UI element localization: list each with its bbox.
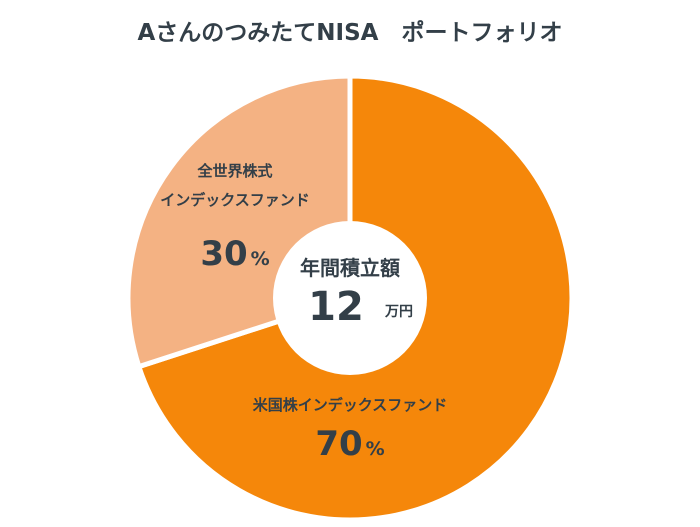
slice-value-0: 70% <box>315 424 384 464</box>
slice-label-1-line-1: インデックスファンド <box>160 191 310 209</box>
chart-title: AさんのつみたてNISA ポートフォリオ <box>138 19 563 46</box>
slice-label-0-line-0: 米国株インデックスファンド <box>253 396 448 414</box>
center-unit: 万円 <box>384 304 413 320</box>
center-value: 12 <box>308 284 364 330</box>
slice-label-1-line-0: 全世界株式 <box>196 162 272 180</box>
donut-hole <box>273 221 427 375</box>
center-label: 年間積立額 <box>300 256 400 280</box>
slice-value-1: 30% <box>200 234 269 274</box>
